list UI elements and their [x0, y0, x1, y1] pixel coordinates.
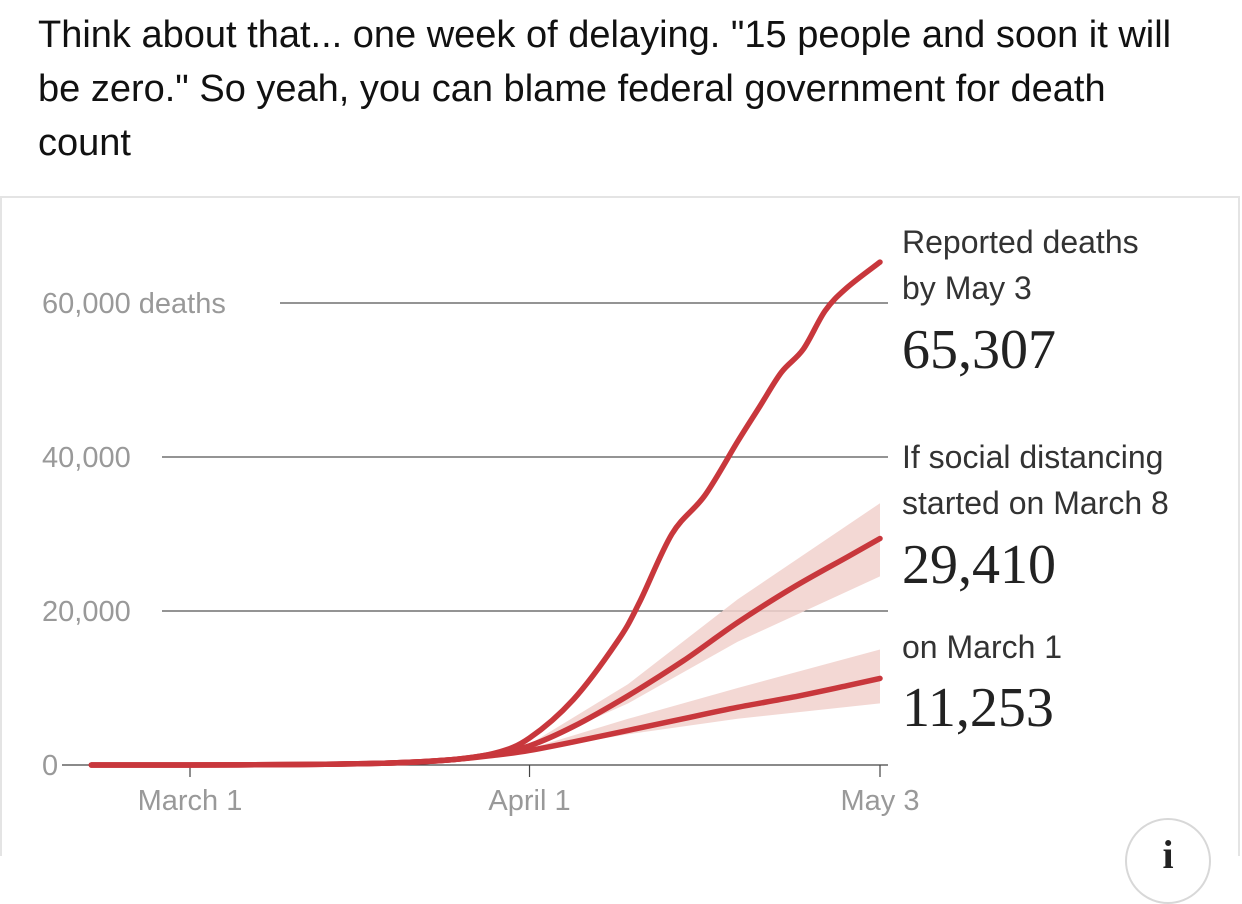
post-text: Think about that... one week of delaying… [38, 14, 1172, 164]
x-tick-label: March 1 [138, 785, 243, 817]
series-line-0 [88, 259, 883, 768]
info-icon[interactable]: i [1125, 818, 1211, 904]
y-tick-label: 0 [42, 750, 58, 782]
uncertainty-band-2 [452, 649, 880, 760]
annotation-label: started on March 8 [902, 485, 1169, 521]
annotation-label: Reported deaths [902, 224, 1139, 260]
death-count-chart: 60,000 deaths 40,000 20,000 0 March 1 April 1… [42, 224, 1169, 817]
series-line-1 [88, 535, 883, 768]
y-tick-label: 60,000 deaths [42, 288, 226, 320]
x-tick-label: May 3 [841, 785, 920, 817]
chart-card: 60,000 deaths 40,000 20,000 0 March 1 April 1… [0, 196, 1240, 856]
y-tick-label: 20,000 [42, 596, 131, 628]
annotation-value: 11,253 [902, 677, 1054, 739]
y-tick-label: 40,000 [42, 442, 131, 474]
annotation-value: 65,307 [902, 319, 1056, 381]
x-tick-label: April 1 [488, 785, 570, 817]
annotation-label: on March 1 [902, 629, 1062, 665]
annotation-value: 29,410 [902, 534, 1056, 596]
annotation-label: by May 3 [902, 270, 1032, 306]
annotation-label: If social distancing [902, 439, 1163, 475]
